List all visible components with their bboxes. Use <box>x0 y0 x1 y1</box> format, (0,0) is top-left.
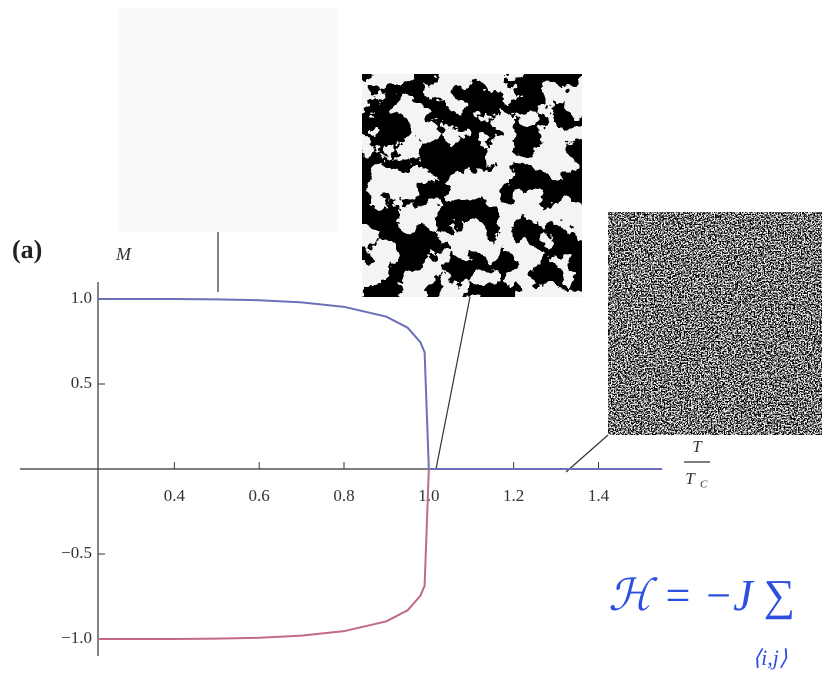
x-tick-label: 1.4 <box>588 486 610 505</box>
connector <box>436 297 470 469</box>
y-tick-label: −0.5 <box>61 543 92 562</box>
panel-label: (a) <box>12 235 42 264</box>
x-label-denominator: T <box>685 469 696 488</box>
curve <box>98 299 662 469</box>
lattice-snapshot-critical <box>362 74 582 297</box>
y-tick-label: 0.5 <box>71 373 92 392</box>
lattice-snapshot-low-t <box>118 8 338 232</box>
x-tick-label: 0.6 <box>249 486 270 505</box>
y-tick-label: 1.0 <box>71 288 92 307</box>
chart: (a) M T T C ℋ = −J ∑ ⟨i,j⟩ 1.0 0.5 −0.5 −1.… <box>0 0 823 694</box>
x-label-subscript: C <box>700 479 708 491</box>
x-label-numerator: T <box>692 437 703 456</box>
lattice-snapshot-high-t <box>608 212 822 435</box>
x-tick-label: 1.2 <box>503 486 524 505</box>
x-tick-label: 0.4 <box>164 486 186 505</box>
formula-subscript: ⟨i,j⟩ <box>753 645 788 670</box>
y-axis-label: M <box>115 244 132 264</box>
formula: ℋ = −J ∑ <box>608 571 795 620</box>
connector <box>566 435 608 472</box>
y-tick-label: −1.0 <box>61 628 92 647</box>
x-tick-label: 0.8 <box>333 486 354 505</box>
